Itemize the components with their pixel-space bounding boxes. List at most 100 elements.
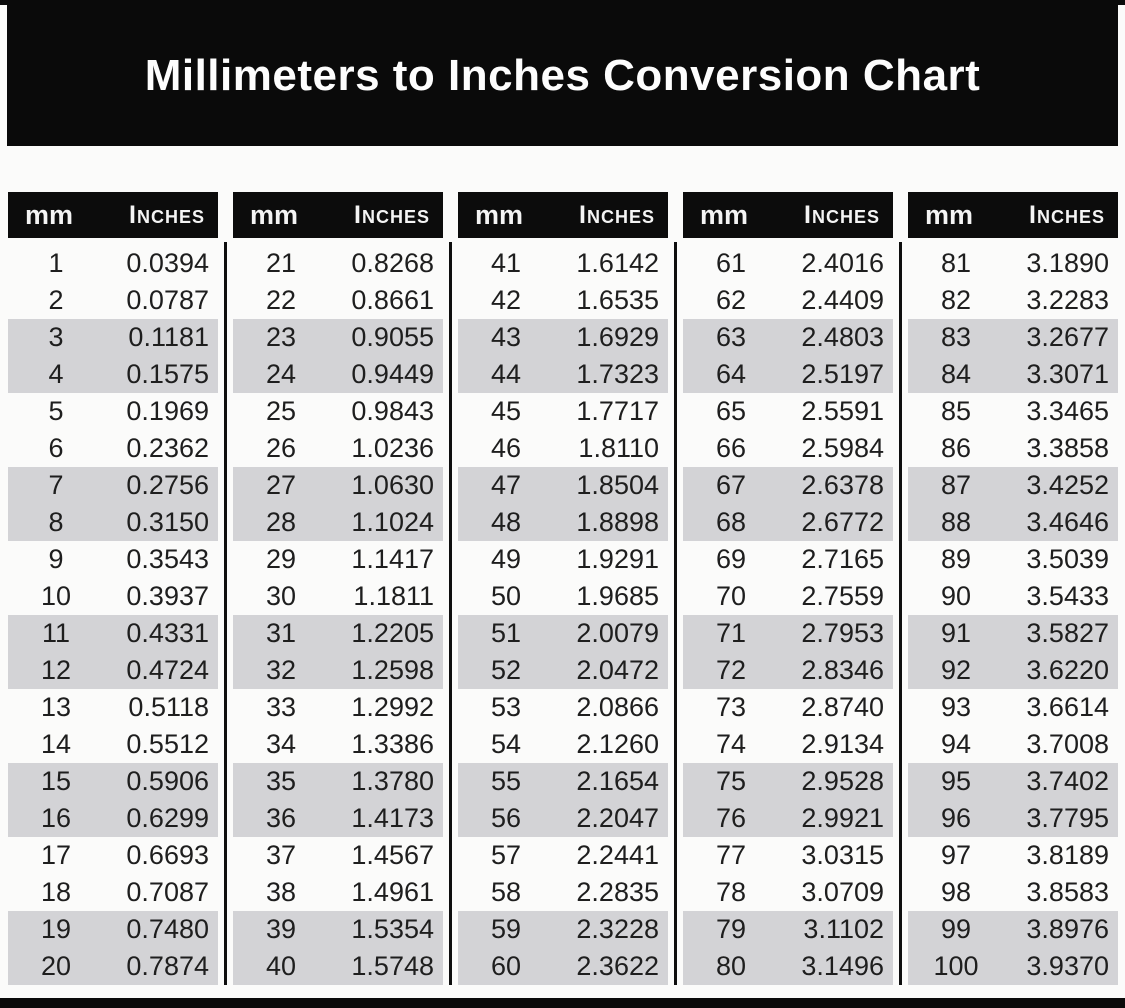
mm-value: 7 xyxy=(48,470,64,500)
table-row: 4 0.1575 xyxy=(8,356,218,393)
inches-value: 1.6929 xyxy=(576,322,659,352)
table-row: 81 3.1890 xyxy=(908,245,1118,282)
inches-value: 2.2047 xyxy=(576,803,659,833)
inches-value: 0.6299 xyxy=(126,803,209,833)
table-row: 18 0.7087 xyxy=(8,874,218,911)
table-row: 7 0.2756 xyxy=(8,467,218,504)
mm-value: 99 xyxy=(940,914,972,944)
inches-value: 2.5197 xyxy=(801,359,884,389)
mm-value: 39 xyxy=(265,914,297,944)
inches-value: 3.8976 xyxy=(1026,914,1109,944)
inches-value: 2.9134 xyxy=(801,729,884,759)
inches-value: 2.0866 xyxy=(576,692,659,722)
table-row: 11 0.4331 xyxy=(8,615,218,652)
mm-value: 51 xyxy=(490,618,522,648)
inches-value: 0.2362 xyxy=(126,433,209,463)
mm-value: 74 xyxy=(715,729,747,759)
mm-value: 82 xyxy=(940,285,972,315)
inches-value: 1.2992 xyxy=(351,692,434,722)
inches-value: 2.4803 xyxy=(801,322,884,352)
inches-value: 3.5433 xyxy=(1026,581,1109,611)
inches-value: 2.2835 xyxy=(576,877,659,907)
inches-column-header: Inches xyxy=(579,200,655,229)
table-row: 25 0.9843 xyxy=(233,393,443,430)
mm-value: 37 xyxy=(265,840,297,870)
inches-value: 1.1811 xyxy=(353,581,434,611)
table-row: 73 2.8740 xyxy=(683,689,893,726)
mm-value: 41 xyxy=(490,248,522,278)
inches-value: 2.7165 xyxy=(801,544,884,574)
mm-value: 21 xyxy=(265,248,297,278)
inches-value: 2.5984 xyxy=(801,433,884,463)
mm-value: 75 xyxy=(715,766,747,796)
title-banner: Millimeters to Inches Conversion Chart xyxy=(7,5,1118,146)
mm-value: 5 xyxy=(48,396,64,426)
inches-value: 3.0709 xyxy=(801,877,884,907)
table-row: 33 1.2992 xyxy=(233,689,443,726)
table-row: 50 1.9685 xyxy=(458,578,668,615)
table-row: 41 1.6142 xyxy=(458,245,668,282)
mm-column-header: mm xyxy=(25,199,74,230)
mm-value: 78 xyxy=(715,877,747,907)
mm-value: 35 xyxy=(265,766,297,796)
inches-value: 3.5827 xyxy=(1026,618,1109,648)
mm-value: 10 xyxy=(40,581,72,611)
inches-column-header: Inches xyxy=(129,200,205,229)
mm-value: 9 xyxy=(48,544,64,574)
table-row: 12 0.4724 xyxy=(8,652,218,689)
table-row: 72 2.8346 xyxy=(683,652,893,689)
inches-value: 2.4016 xyxy=(801,248,884,278)
table-row: 17 0.6693 xyxy=(8,837,218,874)
mm-value: 52 xyxy=(490,655,522,685)
inches-value: 3.0315 xyxy=(801,840,884,870)
mm-value: 4 xyxy=(48,359,64,389)
mm-value: 29 xyxy=(265,544,297,574)
conversion-table-5: mm Inches 81 3.1890 82 3.2283 83 3.2677 84 3.3071… xyxy=(908,192,1118,985)
vertical-divider-line xyxy=(674,242,677,985)
table-row: 39 1.5354 xyxy=(233,911,443,948)
inches-value: 1.0630 xyxy=(351,470,434,500)
mm-value: 47 xyxy=(490,470,522,500)
mm-value: 22 xyxy=(265,285,297,315)
table-row: 19 0.7480 xyxy=(8,911,218,948)
inches-value: 2.6772 xyxy=(801,507,884,537)
mm-value: 63 xyxy=(715,322,747,352)
mm-value: 59 xyxy=(490,914,522,944)
inches-value: 3.1496 xyxy=(801,951,884,981)
table-row: 38 1.4961 xyxy=(233,874,443,911)
mm-value: 17 xyxy=(40,840,72,870)
mm-value: 72 xyxy=(715,655,747,685)
mm-value: 67 xyxy=(715,470,747,500)
mm-value: 54 xyxy=(490,729,522,759)
inches-value: 3.2283 xyxy=(1026,285,1109,315)
inches-value: 2.9528 xyxy=(801,766,884,796)
inches-value: 0.7480 xyxy=(126,914,209,944)
inches-value: 2.0472 xyxy=(576,655,659,685)
inches-value: 3.3071 xyxy=(1026,359,1109,389)
table-row: 24 0.9449 xyxy=(233,356,443,393)
mm-column-header: mm xyxy=(250,199,299,230)
inches-value: 2.8740 xyxy=(801,692,884,722)
table-row: 46 1.8110 xyxy=(458,430,668,467)
table-row: 48 1.8898 xyxy=(458,504,668,541)
mm-value: 19 xyxy=(40,914,72,944)
mm-value: 24 xyxy=(265,359,297,389)
inches-value: 2.1260 xyxy=(576,729,659,759)
table-row: 74 2.9134 xyxy=(683,726,893,763)
mm-value: 91 xyxy=(940,618,972,648)
inches-value: 0.1969 xyxy=(126,396,209,426)
inches-value: 0.7087 xyxy=(126,877,209,907)
inches-value: 0.5512 xyxy=(126,729,209,759)
mm-value: 3 xyxy=(48,322,64,352)
inches-value: 2.5591 xyxy=(801,396,884,426)
inches-value: 3.9370 xyxy=(1026,951,1109,981)
table-row: 98 3.8583 xyxy=(908,874,1118,911)
inches-value: 1.3780 xyxy=(351,766,434,796)
inches-value: 0.3150 xyxy=(126,507,209,537)
mm-value: 69 xyxy=(715,544,747,574)
inches-value: 3.7402 xyxy=(1026,766,1109,796)
table-row: 6 0.2362 xyxy=(8,430,218,467)
table-row: 62 2.4409 xyxy=(683,282,893,319)
table-row: 89 3.5039 xyxy=(908,541,1118,578)
mm-value: 85 xyxy=(940,396,972,426)
